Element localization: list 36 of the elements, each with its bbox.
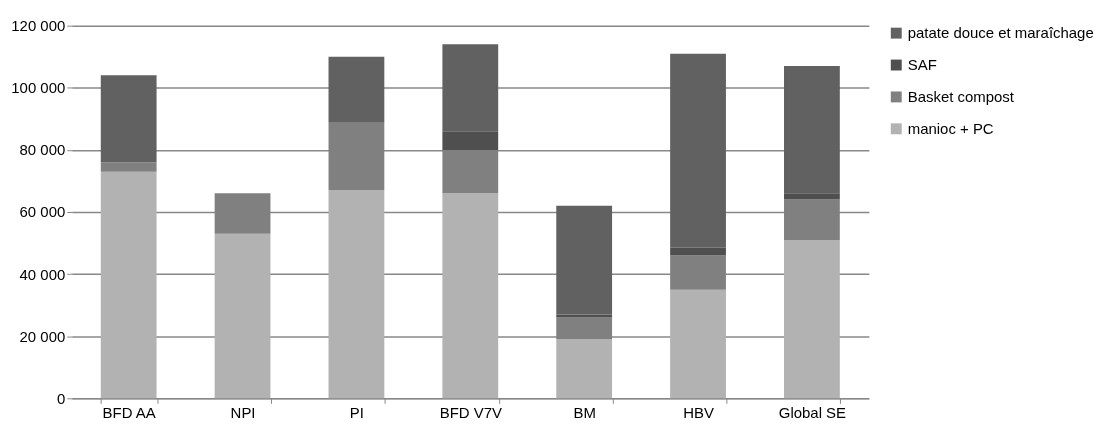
- legend-label: manioc + PC: [907, 119, 994, 137]
- bar: [100, 171, 157, 399]
- y-tick-label: 80 000: [19, 141, 66, 159]
- bar: [784, 239, 840, 399]
- bar: [442, 131, 499, 150]
- x-tick-label: NPI: [230, 403, 256, 421]
- x-tick-label: HBV: [683, 403, 714, 421]
- bar: [670, 247, 726, 256]
- bar: [556, 339, 613, 399]
- bar: [556, 314, 613, 318]
- legend-label: patate douce et maraîchage: [907, 24, 1094, 42]
- x-tick-label: PI: [349, 403, 364, 421]
- x-tick-label: BFD AA: [102, 403, 156, 421]
- legend-label: Basket compost: [907, 87, 1015, 105]
- bar: [100, 75, 157, 163]
- bar: [670, 53, 726, 248]
- bar: [556, 205, 613, 315]
- y-tick-label: 60 000: [19, 203, 66, 221]
- y-tick-label: 20 000: [19, 327, 66, 345]
- x-tick-label: BFD V7V: [439, 403, 502, 421]
- legend-label: SAF: [907, 56, 937, 74]
- bar: [784, 66, 840, 194]
- y-tick-label: 40 000: [19, 265, 66, 283]
- bar: [784, 193, 840, 200]
- bar: [328, 190, 385, 399]
- y-tick-label: 100 000: [11, 79, 66, 97]
- bar: [442, 193, 499, 399]
- bar: [442, 44, 499, 132]
- bar: [670, 289, 726, 399]
- y-tick-label: 0: [56, 389, 66, 407]
- y-tick-label: 120 000: [11, 17, 66, 35]
- bar: [214, 233, 271, 399]
- x-tick-label: Global SE: [778, 403, 847, 421]
- x-tick-label: BM: [573, 403, 596, 421]
- bar: [328, 56, 385, 122]
- bar: [100, 162, 157, 172]
